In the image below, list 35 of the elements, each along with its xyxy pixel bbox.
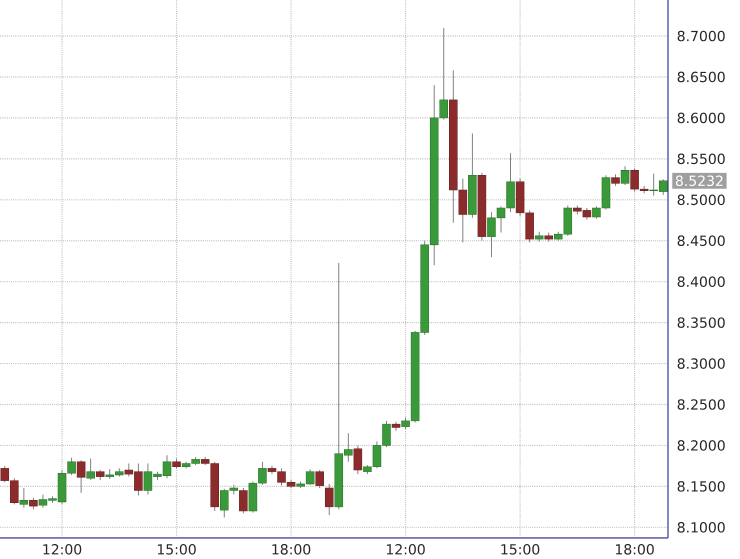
candlestick	[29, 497, 38, 510]
x-tick-label: 15:00	[158, 544, 196, 555]
candlestick	[315, 470, 324, 489]
candlestick	[86, 458, 95, 480]
y-tick-label: 8.2000	[678, 440, 725, 451]
candlestick	[172, 458, 181, 469]
candlestick	[20, 488, 28, 508]
y-tick-label: 8.3000	[678, 358, 725, 369]
candlestick	[534, 231, 544, 242]
candlestick	[354, 444, 362, 475]
x-tick-label: 15:00	[501, 544, 540, 555]
y-tick-label: 8.1500	[678, 481, 725, 492]
y-tick-label: 8.2500	[678, 399, 725, 410]
y-tick-label: 8.6000	[678, 112, 725, 124]
y-tick-label: 8.4000	[678, 276, 725, 287]
candlestick	[76, 460, 86, 494]
text: 8.5232	[676, 175, 723, 186]
y-tick-label: 8.7000	[678, 30, 725, 42]
candlestick	[611, 174, 620, 186]
candlestick	[392, 421, 400, 432]
y-tick-label: 8.6500	[678, 72, 725, 82]
candlestick	[239, 488, 248, 514]
x-tick-label: 12:00	[43, 544, 82, 555]
y-tick-label: 8.5000	[678, 194, 725, 206]
candlestick	[544, 232, 553, 242]
y-tick-label: 8.4500	[678, 235, 725, 246]
x-tick-label: 12:00	[386, 544, 425, 555]
candlestick	[324, 483, 334, 516]
x-tick-label: 18:00	[616, 544, 654, 555]
y-tick-label: 8.1000	[678, 522, 725, 533]
y-tick-label: 8.3500	[678, 317, 725, 328]
candlestick	[620, 166, 630, 186]
x-tick-label: 18:00	[272, 544, 310, 555]
y-tick-label: 8.5500	[678, 154, 725, 164]
candlestick	[96, 470, 104, 480]
